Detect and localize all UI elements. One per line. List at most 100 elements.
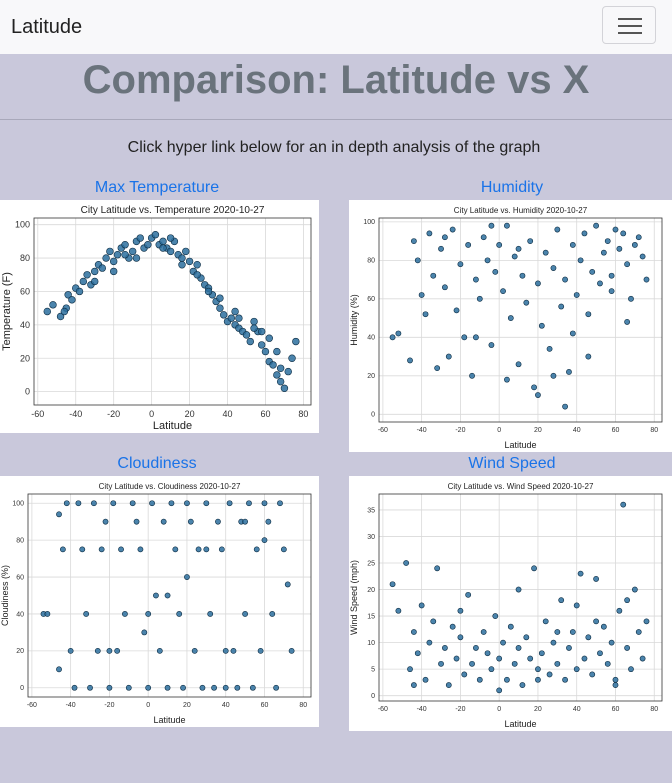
data-point xyxy=(635,629,642,635)
data-point xyxy=(410,682,417,688)
data-point xyxy=(612,676,619,683)
data-point xyxy=(211,684,217,691)
data-point xyxy=(527,655,534,662)
y-tick-label: 0 xyxy=(371,412,375,419)
data-point xyxy=(593,222,599,229)
humidity-link[interactable]: Humidity xyxy=(480,179,544,196)
data-point xyxy=(91,500,97,507)
y-tick-label: 80 xyxy=(367,258,375,265)
data-point xyxy=(519,682,526,688)
data-point xyxy=(457,634,464,641)
data-point xyxy=(269,361,277,369)
data-point xyxy=(83,611,90,617)
x-tick-label: 40 xyxy=(573,706,581,713)
data-point xyxy=(133,518,140,525)
data-point xyxy=(166,234,175,242)
data-point xyxy=(573,602,580,609)
data-point xyxy=(407,666,413,673)
wind-speed-link[interactable]: Wind Speed xyxy=(468,455,556,472)
data-point xyxy=(492,613,499,619)
data-point xyxy=(511,660,518,667)
data-point xyxy=(137,546,144,553)
data-point xyxy=(110,500,117,507)
data-point xyxy=(426,639,433,646)
data-point xyxy=(257,341,266,349)
data-point xyxy=(422,311,429,318)
data-point xyxy=(151,230,160,239)
data-point xyxy=(261,537,268,544)
data-point xyxy=(187,518,194,525)
data-point xyxy=(469,660,475,667)
data-point xyxy=(102,254,110,262)
data-point xyxy=(43,307,51,316)
data-point xyxy=(184,574,190,580)
data-point xyxy=(276,364,285,372)
data-point xyxy=(434,565,441,572)
data-point xyxy=(523,299,530,306)
data-point xyxy=(515,245,522,252)
data-point xyxy=(220,311,228,319)
data-point xyxy=(480,234,487,241)
data-point xyxy=(184,500,190,507)
y-tick-label: 40 xyxy=(16,611,24,618)
hamburger-menu-icon xyxy=(618,25,642,27)
data-point xyxy=(207,611,214,617)
navbar-toggle-button[interactable] xyxy=(602,6,656,44)
data-point xyxy=(449,226,456,233)
y-axis-label: Humidity (%) xyxy=(349,294,359,346)
data-point xyxy=(249,684,256,691)
data-point xyxy=(178,261,186,269)
y-tick-label: 60 xyxy=(367,296,375,303)
data-point xyxy=(488,222,495,229)
data-point xyxy=(164,684,171,691)
data-point xyxy=(227,314,236,322)
x-tick-label: 80 xyxy=(298,409,308,419)
navbar: Latitude xyxy=(0,0,672,54)
data-point xyxy=(581,230,588,237)
data-point xyxy=(106,247,114,256)
data-point xyxy=(566,369,572,375)
data-point xyxy=(106,684,113,691)
y-tick-label: 100 xyxy=(363,219,375,226)
data-point xyxy=(465,591,472,598)
data-point xyxy=(121,241,129,249)
data-point xyxy=(395,607,402,614)
hamburger-menu-icon xyxy=(618,32,642,34)
data-point xyxy=(407,357,413,364)
navbar-brand[interactable]: Latitude xyxy=(11,16,83,38)
data-point xyxy=(277,500,283,507)
data-point xyxy=(49,301,57,309)
data-point xyxy=(604,238,611,244)
data-point xyxy=(87,684,93,691)
page-subtitle: Click hyper link below for an in depth a… xyxy=(127,139,541,156)
data-point xyxy=(488,342,495,348)
data-point xyxy=(121,251,129,259)
max-temperature-link[interactable]: Max Temperature xyxy=(94,179,220,196)
x-tick-label: 60 xyxy=(260,409,270,419)
x-axis-label: Latitude xyxy=(504,719,536,729)
data-point xyxy=(566,645,572,651)
y-tick-label: 0 xyxy=(25,387,30,397)
cloudiness-link[interactable]: Cloudiness xyxy=(117,455,197,472)
humidity-scatter-svg: -60 -40 -20 0 20 40 60 80 0 20 40 60 80 100 City Latit… xyxy=(349,206,663,450)
data-point xyxy=(250,317,258,326)
data-point xyxy=(531,384,537,391)
data-point xyxy=(600,249,607,256)
data-point xyxy=(414,650,421,657)
data-point xyxy=(496,242,503,248)
data-point xyxy=(216,304,224,312)
data-point xyxy=(160,518,167,525)
data-point xyxy=(473,645,479,651)
data-point xyxy=(128,247,137,256)
data-point xyxy=(453,307,460,314)
data-point xyxy=(442,234,448,241)
data-point xyxy=(535,666,541,673)
data-point xyxy=(535,676,541,683)
data-point xyxy=(631,586,638,593)
data-point xyxy=(176,611,183,617)
y-tick-label: 20 xyxy=(367,373,375,380)
data-point xyxy=(159,237,167,246)
x-tick-label: -40 xyxy=(417,706,427,713)
x-tick-label: -60 xyxy=(378,706,388,713)
data-point xyxy=(75,500,82,507)
